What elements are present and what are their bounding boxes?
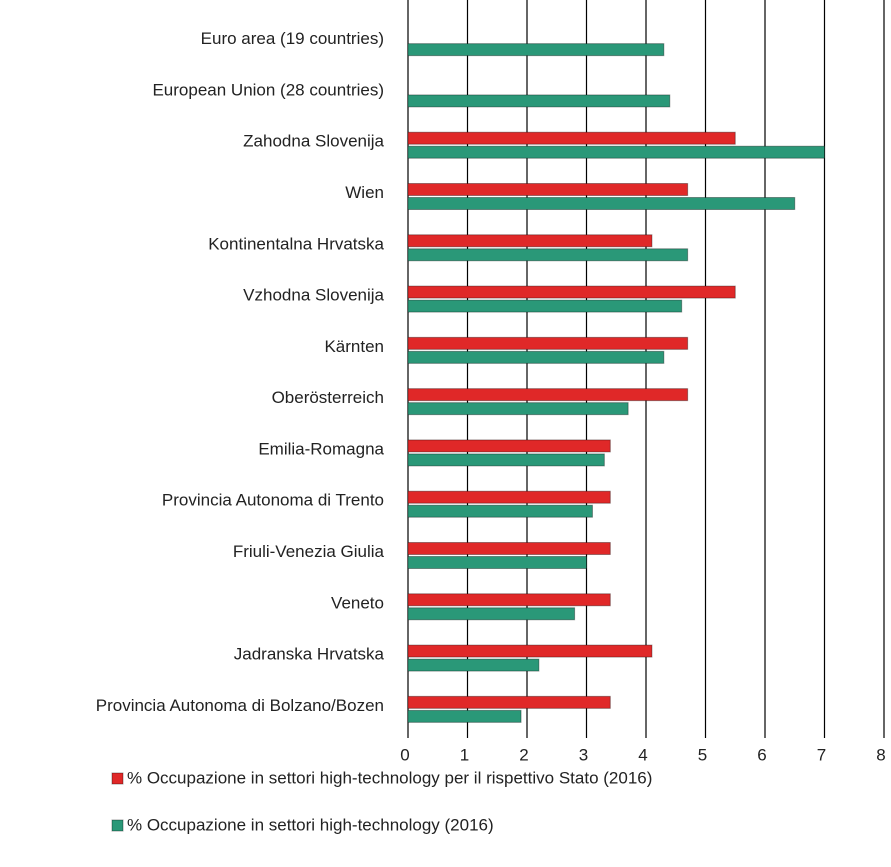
bar [407, 183, 689, 196]
bar [407, 556, 587, 569]
bar [407, 644, 653, 658]
bar [407, 234, 653, 248]
x-tick-label: 5 [698, 745, 707, 764]
y-tick-label: Wien [345, 183, 384, 202]
y-tick-label: Kärnten [324, 337, 384, 356]
y-tick-label: Oberösterreich [272, 388, 384, 407]
x-tick-label: 8 [876, 745, 885, 764]
bar [407, 542, 611, 555]
bar [407, 94, 671, 108]
bar [407, 285, 736, 299]
y-tick-label: Emilia-Romagna [258, 439, 384, 458]
bar [407, 453, 605, 467]
bar [407, 695, 611, 709]
bar [407, 607, 576, 621]
bar [407, 439, 611, 453]
legend-swatch [111, 819, 124, 832]
y-tick-label: Jadranska Hrvatska [234, 645, 385, 664]
y-tick-label: Veneto [331, 593, 384, 612]
legend-swatch [111, 772, 124, 785]
y-tick-label: Vzhodna Slovenija [243, 286, 384, 305]
y-tick-label: European Union (28 countries) [152, 80, 384, 99]
x-tick-label: 3 [579, 745, 588, 764]
bar [407, 593, 611, 607]
bar [407, 504, 593, 518]
bar [407, 350, 665, 364]
bar [407, 336, 689, 350]
y-tick-label: Kontinentalna Hrvatska [208, 234, 384, 253]
bar [407, 490, 611, 504]
x-tick-label: 6 [757, 745, 766, 764]
bar [407, 131, 736, 145]
bar [407, 43, 665, 57]
x-tick-label: 4 [638, 745, 647, 764]
y-tick-label: Provincia Autonoma di Bolzano/Bozen [96, 696, 384, 715]
y-tick-label: Provincia Autonoma di Trento [162, 491, 384, 510]
bar [407, 197, 796, 210]
y-tick-label: Euro area (19 countries) [201, 29, 384, 48]
bar [407, 248, 689, 262]
bar [407, 709, 522, 723]
bar [407, 658, 540, 672]
legend-label: % Occupazione in settori high-technology… [127, 815, 494, 834]
y-tick-label: Friuli-Venezia Giulia [233, 542, 385, 561]
x-tick-label: 2 [519, 745, 528, 764]
bar [407, 145, 825, 159]
bar [407, 299, 683, 313]
y-tick-label: Zahodna Slovenija [243, 132, 384, 151]
bar [407, 388, 689, 402]
bar [407, 402, 629, 416]
x-tick-label: 7 [817, 745, 826, 764]
x-tick-label: 0 [400, 745, 409, 764]
x-tick-label: 1 [460, 745, 469, 764]
legend-label: % Occupazione in settori high-technology… [127, 768, 652, 787]
